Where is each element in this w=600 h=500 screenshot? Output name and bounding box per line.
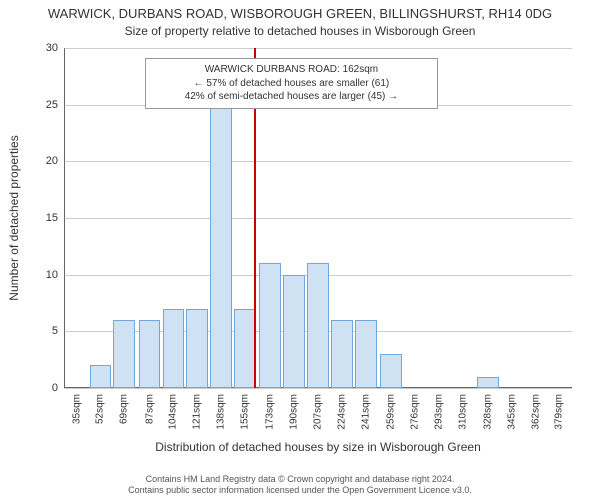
x-tick-label: 104sqm	[168, 394, 179, 430]
histogram-bar	[163, 309, 185, 388]
annotation-line: 42% of semi-detached houses are larger (…	[154, 90, 428, 104]
histogram-bar	[259, 263, 281, 388]
gridline	[64, 161, 572, 162]
annotation-line: WARWICK DURBANS ROAD: 162sqm	[154, 63, 428, 77]
histogram-bar	[283, 275, 305, 388]
histogram-bar	[210, 93, 232, 388]
footer-line-2: Contains public sector information licen…	[0, 485, 600, 496]
x-tick-label: 379sqm	[554, 394, 565, 430]
x-tick-label: 173sqm	[265, 394, 276, 430]
plot-area: 05101520253035sqm52sqm69sqm87sqm104sqm12…	[64, 48, 572, 388]
footer: Contains HM Land Registry data © Crown c…	[0, 474, 600, 497]
x-tick-label: 276sqm	[409, 394, 420, 430]
x-tick-label: 35sqm	[71, 394, 82, 424]
y-tick-label: 15	[46, 212, 58, 224]
x-tick-label: 155sqm	[240, 394, 251, 430]
gridline	[64, 218, 572, 219]
x-tick-label: 138sqm	[216, 394, 227, 430]
histogram-bar	[331, 320, 353, 388]
annotation-box: WARWICK DURBANS ROAD: 162sqm← 57% of det…	[145, 58, 437, 109]
histogram-bar	[90, 365, 112, 388]
x-tick-label: 241sqm	[360, 394, 371, 430]
histogram-bar	[355, 320, 377, 388]
x-tick-label: 310sqm	[457, 394, 468, 430]
histogram-bar	[477, 377, 499, 388]
y-tick-label: 0	[52, 382, 58, 394]
y-tick-label: 30	[46, 42, 58, 54]
x-tick-label: 87sqm	[144, 394, 155, 424]
histogram-bar	[234, 309, 256, 388]
y-tick-label: 5	[52, 325, 58, 337]
x-tick-label: 224sqm	[336, 394, 347, 430]
x-tick-label: 259sqm	[385, 394, 396, 430]
x-tick-label: 52sqm	[95, 394, 106, 424]
y-tick-label: 20	[46, 155, 58, 167]
y-tick-label: 25	[46, 99, 58, 111]
y-axis-label: Number of detached properties	[7, 135, 21, 300]
chart-title: WARWICK, DURBANS ROAD, WISBOROUGH GREEN,…	[0, 0, 600, 22]
annotation-line: ← 57% of detached houses are smaller (61…	[154, 77, 428, 91]
x-tick-label: 207sqm	[313, 394, 324, 430]
gridline	[64, 388, 572, 389]
histogram-bar	[307, 263, 329, 388]
x-tick-label: 69sqm	[119, 394, 130, 424]
footer-line-1: Contains HM Land Registry data © Crown c…	[0, 474, 600, 485]
histogram-bar	[113, 320, 135, 388]
x-tick-label: 121sqm	[192, 394, 203, 430]
x-tick-label: 345sqm	[506, 394, 517, 430]
x-tick-label: 293sqm	[433, 394, 444, 430]
x-axis-title: Distribution of detached houses by size …	[64, 440, 572, 454]
gridline	[64, 48, 572, 49]
histogram-bar	[139, 320, 161, 388]
chart-container: WARWICK, DURBANS ROAD, WISBOROUGH GREEN,…	[0, 0, 600, 500]
x-tick-label: 362sqm	[530, 394, 541, 430]
histogram-bar	[380, 354, 402, 388]
histogram-bar	[186, 309, 208, 388]
y-tick-label: 10	[46, 269, 58, 281]
x-tick-label: 190sqm	[289, 394, 300, 430]
x-tick-label: 328sqm	[482, 394, 493, 430]
chart-subtitle: Size of property relative to detached ho…	[0, 22, 600, 38]
